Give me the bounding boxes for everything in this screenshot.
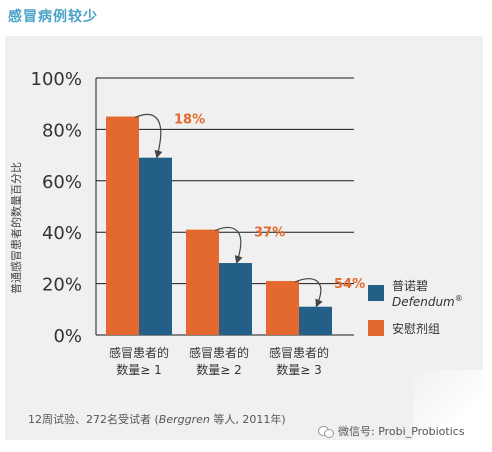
y-tick-label: 100% (31, 69, 82, 90)
footnote-suffix: 等人, 2011年) (209, 413, 286, 426)
reduction-arrow (294, 278, 323, 308)
y-tick-label: 80% (42, 120, 82, 141)
legend-swatch-defendum (368, 285, 384, 301)
y-tick-label: 40% (42, 223, 82, 244)
watermark: 微信号: Probi_Probiotics (318, 423, 465, 439)
bar-defendum (299, 306, 332, 335)
x-category-label: 数量≥ 3 (276, 362, 322, 377)
legend-swatch-placebo (368, 320, 384, 336)
y-tick-label: 0% (53, 326, 82, 347)
wechat-icon (318, 425, 334, 438)
bar-defendum (219, 263, 252, 335)
footnote-prefix: 12周试验、272名受试者 ( (28, 413, 159, 426)
bar-placebo (266, 281, 299, 335)
reduction-label: 54% (334, 277, 365, 292)
x-category-label: 数量≥ 1 (116, 362, 162, 377)
footnote: 12周试验、272名受试者 (Berggren 等人, 2011年) (28, 411, 286, 427)
reduction-arrow (214, 226, 243, 264)
chart-panel (5, 36, 483, 440)
y-axis-label: 普通感冒患者的数量百分比 (9, 162, 23, 294)
legend-label-placebo: 安慰剂组 (392, 321, 440, 336)
y-tick-label: 20% (42, 275, 82, 296)
legend-registered-mark: ® (455, 294, 463, 303)
reduction-arrow (134, 113, 163, 159)
page-title: 感冒病例较少 (8, 9, 98, 25)
bar-placebo (106, 116, 139, 335)
footnote-author: Berggren (158, 413, 210, 426)
bar-defendum (139, 157, 172, 335)
y-tick-label: 60% (42, 172, 82, 193)
bar-placebo (186, 229, 219, 335)
reduction-label: 18% (174, 113, 205, 128)
reduction-label: 37% (254, 226, 285, 241)
x-category-label: 数量≥ 2 (196, 362, 242, 377)
x-category-label: 感冒患者的 (269, 345, 329, 360)
legend-label-defendum-line1: 普诺碧 (392, 279, 428, 293)
x-category-label: 感冒患者的 (109, 345, 169, 360)
x-category-label: 感冒患者的 (189, 345, 249, 360)
watermark-text: 微信号: Probi_Probiotics (338, 425, 465, 438)
legend-label-defendum-line2: Defendum® (392, 294, 463, 309)
